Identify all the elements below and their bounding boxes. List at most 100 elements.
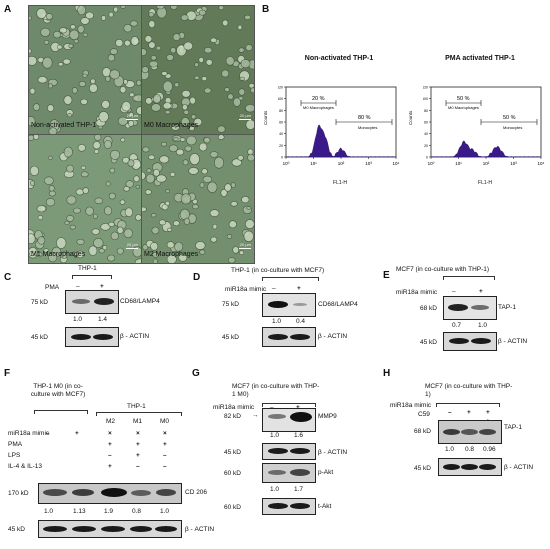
cell	[123, 79, 128, 85]
cell	[82, 187, 89, 194]
cell	[224, 183, 232, 192]
cell	[145, 173, 155, 184]
cell	[190, 114, 197, 120]
cell	[93, 237, 104, 248]
band	[268, 448, 288, 454]
scale-bar-label: 20 µm	[126, 113, 138, 118]
x-axis-label: FL1-H	[333, 180, 347, 186]
cell	[136, 79, 141, 86]
mw-label: 45 kD	[222, 334, 239, 341]
cell	[199, 249, 206, 255]
quant-value: 0.8	[465, 446, 475, 453]
condition-cell: ×	[163, 430, 167, 437]
cell	[152, 93, 162, 104]
cell	[129, 20, 138, 27]
cell	[201, 76, 207, 81]
quant-value: 1.0	[160, 508, 170, 515]
cell	[183, 41, 194, 51]
y-tick-label: 0	[281, 156, 283, 160]
cell	[109, 48, 118, 55]
cell	[117, 116, 128, 126]
cell	[68, 43, 74, 49]
cell	[29, 116, 36, 127]
protein-label: p-Akt	[318, 469, 334, 476]
cell	[80, 171, 89, 178]
cell	[237, 24, 243, 31]
cell	[237, 155, 244, 161]
row-label: LPS	[8, 452, 21, 459]
cell	[33, 135, 40, 140]
cell	[108, 192, 116, 200]
cell	[218, 6, 225, 11]
cell	[194, 75, 200, 81]
cell	[105, 181, 111, 187]
mw-label: 45 kD	[31, 334, 48, 341]
micrograph-label: Non-activated THP-1	[31, 122, 97, 129]
cell	[119, 199, 126, 205]
cell	[85, 11, 94, 20]
cell	[128, 112, 134, 118]
cell	[210, 236, 218, 243]
quant-value: 1.9	[104, 508, 114, 515]
band	[72, 299, 90, 304]
condition-cell: –	[448, 409, 452, 416]
cell	[89, 83, 98, 93]
cell	[247, 153, 254, 162]
quant-value: 1.13	[73, 508, 86, 515]
cell	[92, 141, 101, 150]
group-label: THP-1	[78, 265, 97, 272]
cell	[37, 236, 46, 245]
cell	[245, 119, 254, 130]
cell	[212, 223, 218, 230]
cell	[248, 83, 254, 89]
cell	[101, 100, 110, 109]
cell	[144, 35, 153, 43]
cell	[226, 234, 232, 239]
y-tick-label: 80	[279, 109, 283, 113]
cell	[194, 62, 199, 68]
y-tick-label: 20	[279, 144, 283, 148]
cell	[88, 245, 98, 256]
lane-header: M1	[133, 418, 143, 425]
protein-label: MMP9	[318, 413, 337, 420]
cell	[45, 13, 53, 21]
panel-h-letter: H	[383, 368, 391, 379]
cell	[227, 93, 234, 100]
cell	[148, 41, 156, 49]
cell	[107, 254, 116, 262]
group-bracket	[34, 410, 88, 414]
cell	[43, 39, 50, 45]
band	[72, 526, 96, 532]
cell	[148, 12, 155, 18]
cell	[93, 149, 100, 154]
cell	[56, 44, 63, 50]
x-tick-label: 10³	[365, 161, 372, 166]
cell	[152, 258, 158, 263]
gate-percent: 20 %	[312, 96, 325, 102]
condition-minus: –	[272, 285, 276, 292]
cell	[75, 188, 84, 196]
band	[461, 429, 478, 435]
cell	[48, 127, 58, 134]
cell	[150, 242, 159, 251]
cell	[123, 228, 134, 239]
cell	[57, 62, 64, 67]
cell	[134, 258, 141, 263]
cell	[238, 47, 245, 53]
cell	[227, 257, 236, 263]
group-label: THP-1	[127, 403, 146, 410]
mw-label: 82 kD	[224, 413, 241, 420]
cell	[183, 217, 191, 225]
cell	[63, 95, 73, 105]
quant-value: 1.0	[270, 486, 280, 493]
row-label: miR18a mimic	[213, 404, 255, 411]
condition-plus: +	[100, 283, 104, 290]
group-bracket	[436, 403, 500, 407]
panel-a-letter: A	[4, 4, 12, 15]
quant-value: 1.0	[270, 432, 280, 439]
quant-value: 1.4	[98, 316, 108, 323]
cell	[136, 106, 141, 115]
cell	[192, 204, 199, 210]
mw-label: 75 kD	[222, 301, 239, 308]
quant-value: 0.4	[296, 318, 306, 325]
